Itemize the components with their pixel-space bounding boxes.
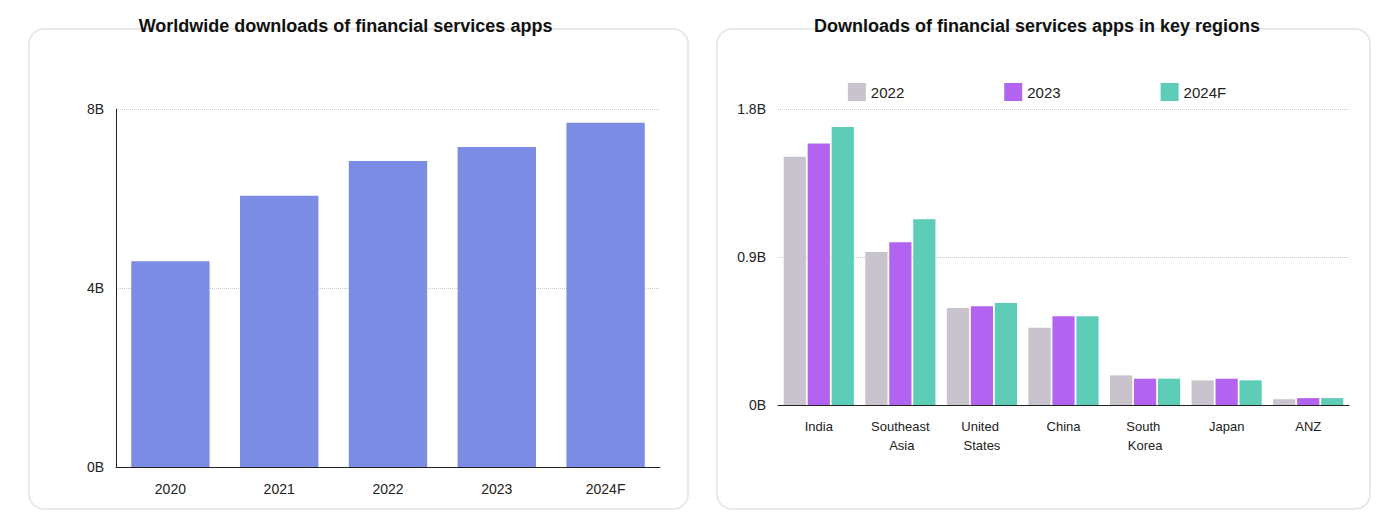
svg-text:States: States [963,438,1000,453]
svg-text:China: China [1047,419,1082,434]
svg-text:2024F: 2024F [1184,84,1227,101]
svg-text:United: United [961,419,1002,434]
svg-text:Japan: Japan [1209,419,1244,434]
svg-text:Downloads of financial service: Downloads of financial services apps in … [814,16,1260,36]
svg-text:Worldwide downloads of financi: Worldwide downloads of financial service… [139,16,553,36]
svg-text:2023: 2023 [481,481,512,497]
svg-text:2021: 2021 [264,481,295,497]
svg-text:4B: 4B [87,280,104,296]
svg-text:2024F: 2024F [586,481,626,497]
svg-text:2023: 2023 [1027,84,1060,101]
svg-text:2022: 2022 [871,84,904,101]
svg-text:Korea: Korea [1128,438,1163,453]
svg-text:ANZ: ANZ [1295,419,1321,434]
svg-text:0B: 0B [749,397,766,413]
svg-text:0B: 0B [87,459,104,475]
svg-text:1.8B: 1.8B [737,101,766,117]
svg-text:2020: 2020 [155,481,186,497]
svg-text:8B: 8B [87,101,104,117]
svg-text:Asia: Asia [886,438,915,453]
svg-text:Southeast: Southeast [871,419,930,434]
svg-text:South: South [1126,419,1164,434]
svg-text:India: India [805,419,834,434]
svg-text:0.9B: 0.9B [737,249,766,265]
svg-text:2022: 2022 [372,481,403,497]
